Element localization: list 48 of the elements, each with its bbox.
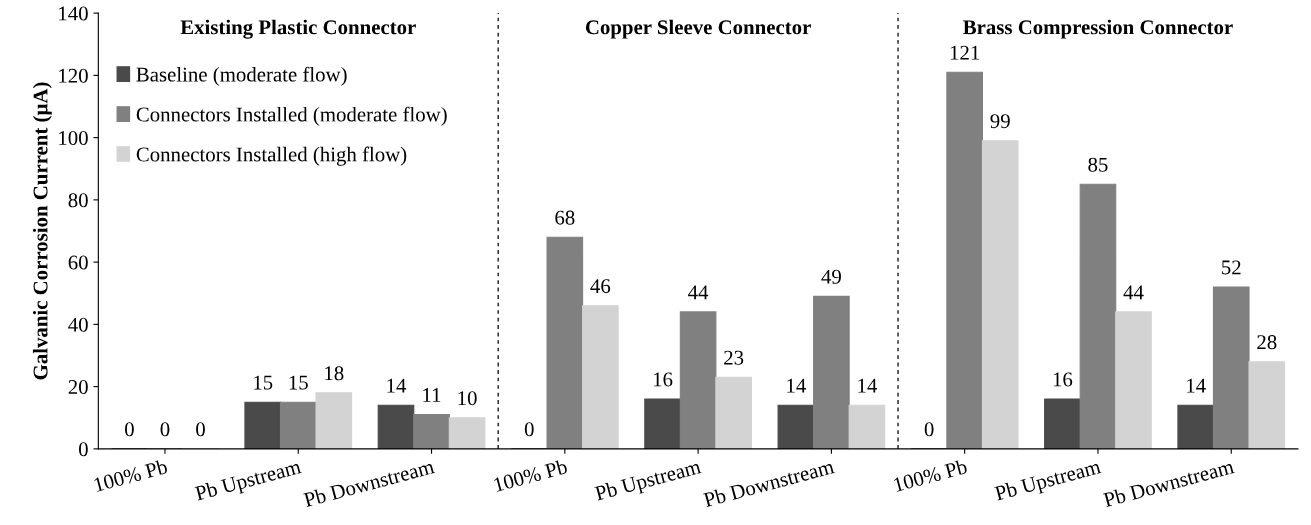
legend-label: Baseline (moderate flow) (136, 66, 347, 86)
data-label: 99 (990, 114, 1010, 129)
y-tick-label: 20 (68, 380, 88, 395)
data-label: 11 (423, 388, 441, 402)
data-label: 121 (950, 45, 980, 60)
legend-label: Connectors Installed (high flow) (136, 146, 407, 166)
data-label: 28 (1257, 335, 1277, 350)
data-label: 0 (160, 422, 170, 437)
x-tick-label: Pb Upstream (594, 458, 703, 505)
y-tick-label: 60 (68, 255, 88, 270)
data-label: 15 (289, 375, 308, 390)
y-tick-label: 0 (78, 442, 88, 457)
data-label: 10 (458, 391, 477, 406)
data-label: 15 (254, 375, 273, 390)
x-tick-label: Pb Upstream (994, 458, 1103, 505)
data-label: 14 (1187, 378, 1206, 393)
data-label: 44 (688, 285, 709, 300)
y-tick-label: 120 (59, 68, 88, 83)
data-label: 14 (858, 378, 878, 393)
data-label: 68 (555, 210, 575, 225)
data-label: 85 (1088, 157, 1108, 172)
y-axis-title: Galvanic Corrosion Current (µA) (32, 82, 52, 380)
data-label: 16 (1053, 372, 1073, 387)
y-tick-label: 80 (68, 193, 88, 208)
x-tick-label: 100% Pb (93, 458, 169, 492)
data-label: 0 (924, 422, 934, 437)
annotation: Brass Compression Connector (963, 19, 1233, 39)
data-label: 52 (1222, 260, 1241, 275)
data-label: 23 (724, 350, 744, 365)
data-label: 0 (524, 422, 534, 437)
annotation: Existing Plastic Connector (180, 19, 416, 39)
data-label: 14 (787, 378, 806, 393)
x-tick-label: Pb Upstream (194, 458, 303, 505)
data-label: 49 (821, 269, 841, 284)
y-tick-label: 40 (68, 317, 88, 332)
data-label: 44 (1123, 285, 1144, 300)
data-label: 16 (653, 372, 673, 387)
y-tick-label: 140 (59, 6, 88, 21)
annotation: Copper Sleeve Connector (585, 19, 811, 39)
legend-label: Connectors Installed (moderate flow) (136, 106, 447, 126)
data-label: 0 (196, 422, 205, 437)
y-tick-label: 100 (59, 131, 88, 146)
data-label: 0 (125, 422, 134, 437)
data-label: 46 (590, 279, 611, 294)
x-tick-label: 100% Pb (493, 458, 568, 492)
x-tick-label: 100% Pb (893, 458, 968, 492)
data-label: 14 (387, 378, 407, 393)
data-label: 18 (325, 366, 344, 381)
